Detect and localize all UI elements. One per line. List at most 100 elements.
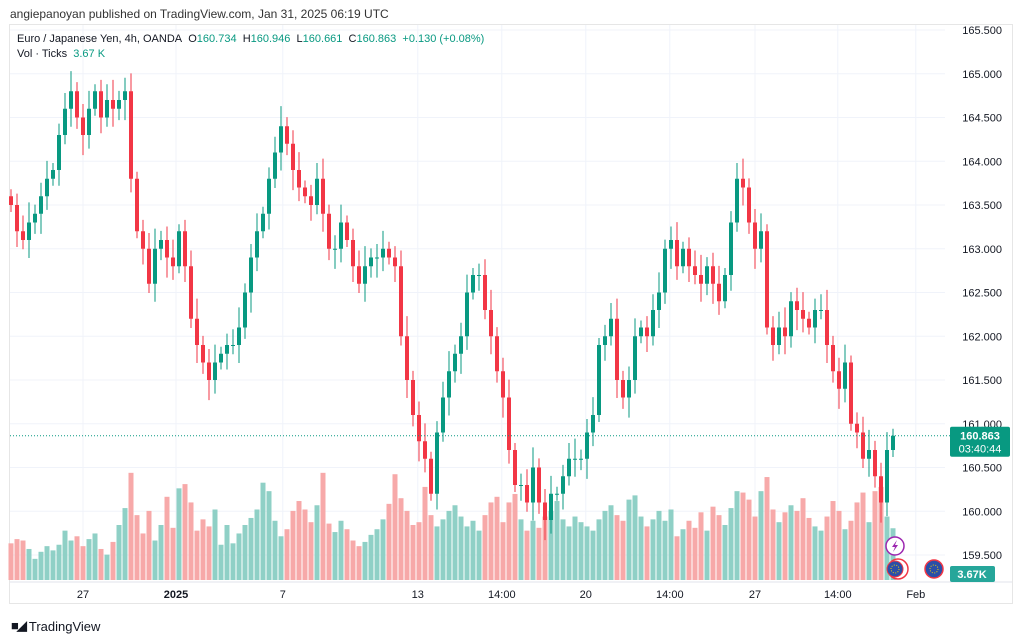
volume-bar: [494, 496, 500, 580]
candle-body: [861, 432, 865, 459]
volume-bar: [800, 498, 806, 580]
y-tick-label: 159.500: [962, 550, 1002, 562]
tradingview-logo-icon: ■◢: [11, 618, 27, 633]
candle-body: [795, 301, 799, 310]
candle-body: [699, 275, 703, 284]
candle-body: [243, 292, 247, 328]
footer-brand[interactable]: TradingView: [28, 618, 101, 634]
candle-body: [849, 362, 853, 424]
candle-body: [597, 345, 601, 415]
candle-body: [633, 336, 637, 380]
volume-bar: [50, 550, 56, 580]
volume-bar: [638, 516, 644, 580]
candle-body: [777, 327, 781, 345]
candle-body: [135, 178, 139, 232]
lightning-event-icon[interactable]: [885, 536, 905, 556]
volume-bar: [788, 505, 794, 580]
y-tick-label: 160.500: [962, 463, 1002, 475]
candle-body: [87, 108, 91, 135]
candle-body: [813, 310, 817, 328]
volume-bar: [284, 529, 290, 580]
candle-body: [759, 231, 763, 249]
candle-body: [885, 450, 889, 503]
volume-bar: [266, 491, 272, 580]
low-label: L: [296, 33, 303, 45]
high-value: 160.946: [250, 33, 291, 45]
candle-body: [867, 450, 871, 459]
volume-badge: 3.67K: [950, 566, 995, 582]
symbol-title[interactable]: Euro / Japanese Yen, 4h, OANDA: [17, 33, 183, 45]
volume-bar: [566, 526, 572, 580]
candle-body: [687, 248, 691, 267]
volume-bar: [8, 543, 14, 580]
volume-bar: [74, 536, 80, 580]
x-tick-label: 14:00: [656, 589, 684, 601]
volume-bar: [194, 530, 200, 580]
candle-body: [477, 275, 481, 276]
volume-bar: [680, 529, 686, 580]
open-value: 160.734: [196, 33, 237, 45]
volume-bar: [722, 525, 728, 580]
volume-label[interactable]: Vol · Ticks: [17, 48, 68, 60]
volume-bar: [368, 534, 374, 580]
volume-bar: [488, 502, 494, 580]
volume-bar: [584, 526, 590, 580]
volume-bar: [692, 527, 698, 580]
volume-bar: [242, 525, 248, 580]
x-tick-label: 14:00: [488, 589, 516, 601]
y-tick-label: 163.500: [962, 200, 1002, 212]
candle-body: [531, 467, 535, 503]
candle-body: [681, 248, 685, 267]
volume-bar: [500, 522, 506, 580]
candle-body: [237, 327, 241, 345]
volume-bar: [296, 501, 302, 580]
candle-body: [567, 458, 571, 477]
x-tick-label: 13: [412, 589, 424, 601]
candle-body: [315, 178, 319, 205]
close-label: C: [348, 33, 357, 45]
candle-body: [717, 283, 721, 302]
candle-body: [141, 231, 145, 249]
candle-body: [429, 458, 433, 494]
volume-bar: [650, 519, 656, 580]
candle-body: [255, 231, 259, 258]
volume-bar: [458, 516, 464, 580]
volume-bar: [146, 510, 152, 580]
volume-bar: [434, 526, 440, 580]
eu-flag-event-icon[interactable]: [886, 558, 909, 580]
x-tick-label: 20: [580, 589, 592, 601]
volume-bar: [380, 519, 386, 580]
candle-body: [207, 362, 211, 380]
candle-body: [807, 318, 811, 328]
volume-bar: [374, 529, 380, 580]
candle-body: [357, 266, 361, 284]
candle-body: [747, 187, 751, 223]
y-tick-label: 160.000: [962, 506, 1002, 518]
y-tick-label: 164.000: [962, 156, 1002, 168]
volume-bar: [110, 541, 116, 580]
volume-bar: [764, 477, 770, 580]
volume-bar: [668, 509, 674, 580]
volume-bar: [356, 546, 362, 580]
candle-body: [297, 170, 301, 188]
candle-body: [705, 266, 709, 284]
volume-bar: [518, 519, 524, 580]
eu-flag-event-icon[interactable]: [924, 559, 944, 579]
volume-bar: [170, 527, 176, 580]
volume-bar: [68, 540, 74, 580]
volume-bar: [260, 482, 266, 580]
candle-body: [771, 327, 775, 345]
volume-bar: [446, 510, 452, 580]
volume-bar: [752, 516, 758, 580]
chart-legend: Euro / Japanese Yen, 4h, OANDA O160.734 …: [17, 33, 484, 63]
candle-body: [441, 397, 445, 433]
candle-body: [27, 222, 31, 240]
candle-body: [435, 432, 439, 494]
candle-body: [111, 100, 115, 109]
volume-bar: [644, 526, 650, 580]
volume-bar: [56, 544, 62, 580]
volume-bar: [686, 520, 692, 580]
candle-body: [879, 476, 883, 503]
volume-bar: [674, 536, 680, 580]
